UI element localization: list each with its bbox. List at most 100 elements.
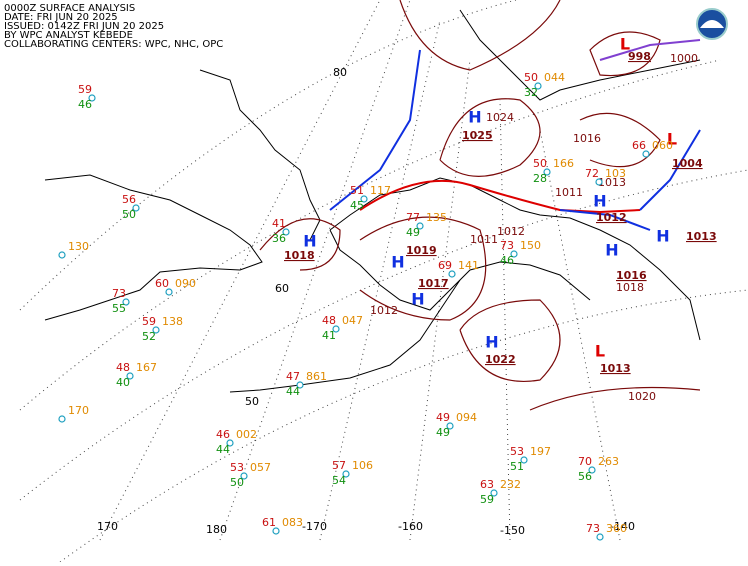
- center-pressure: 1012: [596, 211, 627, 224]
- isobar-label: 1011: [555, 186, 583, 199]
- station-dewpoint: 52: [142, 330, 156, 343]
- station-dewpoint: 49: [436, 426, 450, 439]
- longitude-label: -170: [302, 520, 327, 533]
- station-dewpoint: 59: [480, 493, 494, 506]
- station-dewpoint: 40: [116, 376, 130, 389]
- center-letter: H: [605, 241, 618, 260]
- latitude-label: 60: [275, 282, 289, 295]
- station-symbol: [296, 381, 304, 389]
- center-pressure: 1018: [284, 249, 315, 262]
- lat-lon-grid: [19, 0, 748, 563]
- station-temperature: 41: [272, 217, 286, 230]
- station-symbol: [58, 415, 66, 423]
- station-pressure: 150: [520, 239, 541, 252]
- station-temperature: 53: [230, 461, 244, 474]
- station-dewpoint: 41: [322, 329, 336, 342]
- station-dewpoint: 49: [406, 226, 420, 239]
- station-temperature: 50: [524, 71, 538, 84]
- latitude-label: 80: [333, 66, 347, 79]
- station-dewpoint: 36: [272, 232, 286, 245]
- station-pressure: 170: [68, 404, 89, 417]
- station-pressure: 130: [68, 240, 89, 253]
- station-temperature: 49: [436, 411, 450, 424]
- station-pressure: 117: [370, 184, 391, 197]
- station-dewpoint: 44: [286, 385, 300, 398]
- station-pressure: 094: [456, 411, 477, 424]
- longitude-label: -140: [610, 520, 635, 533]
- station-pressure: 141: [458, 259, 479, 272]
- header-line: ISSUED: 0142Z FRI JUN 20 2025: [4, 21, 164, 32]
- station-pressure: 090: [175, 277, 196, 290]
- station-symbol: [152, 326, 160, 334]
- station-temperature: 51: [350, 184, 364, 197]
- station-pressure: 360: [606, 522, 627, 535]
- longitude-label: -150: [500, 524, 525, 537]
- isobar-label: 1018: [616, 281, 644, 294]
- station-pressure: 103: [605, 167, 626, 180]
- station-dewpoint: 54: [332, 474, 346, 487]
- station-symbol: [596, 533, 604, 541]
- station-pressure: 232: [500, 478, 521, 491]
- longitude-label: 170: [97, 520, 118, 533]
- station-pressure: 044: [544, 71, 565, 84]
- station-temperature: 56: [122, 193, 136, 206]
- station-temperature: 72: [585, 167, 599, 180]
- station-pressure: 083: [282, 516, 303, 529]
- longitude-label: -160: [398, 520, 423, 533]
- center-pressure: 1019: [406, 244, 437, 257]
- longitude-label: 180: [206, 523, 227, 536]
- latitude-label: 50: [245, 395, 259, 408]
- station-dewpoint: 28: [533, 172, 547, 185]
- isobar-label: 1016: [573, 132, 601, 145]
- station-pressure: 197: [530, 445, 551, 458]
- station-symbol: [240, 472, 248, 480]
- station-symbol: [132, 204, 140, 212]
- station-pressure: 861: [306, 370, 327, 383]
- center-pressure: 1013: [600, 362, 631, 375]
- center-letter: H: [411, 290, 424, 309]
- station-symbol: [282, 228, 290, 236]
- center-pressure: 1016: [616, 269, 647, 282]
- station-temperature: 70: [578, 455, 592, 468]
- station-symbol: [520, 456, 528, 464]
- station-symbol: [588, 466, 596, 474]
- station-symbol: [510, 250, 518, 258]
- station-temperature: 60: [155, 277, 169, 290]
- station-temperature: 73: [586, 522, 600, 535]
- center-letter: H: [485, 333, 498, 352]
- isobars: [259, 0, 701, 411]
- header-line: DATE: FRI JUN 20 2025: [4, 12, 118, 23]
- station-dewpoint: 46: [78, 98, 92, 111]
- station-symbol: [534, 82, 542, 90]
- station-symbol: [332, 325, 340, 333]
- station-temperature: 48: [116, 361, 130, 374]
- station-temperature: 63: [480, 478, 494, 491]
- station-dewpoint: 51: [510, 460, 524, 473]
- center-pressure: 998: [628, 50, 651, 63]
- station-temperature: 69: [438, 259, 452, 272]
- station-temperature: 61: [262, 516, 276, 529]
- station-symbol: [595, 178, 603, 186]
- station-symbol: [226, 439, 234, 447]
- station-temperature: 47: [286, 370, 300, 383]
- center-letter: H: [656, 227, 669, 246]
- station-temperature: 59: [78, 83, 92, 96]
- isobar-label: 1024: [486, 111, 514, 124]
- station-pressure: 263: [598, 455, 619, 468]
- station-symbol: [342, 470, 350, 478]
- station-symbol: [416, 222, 424, 230]
- isobar-label: 1013: [598, 176, 626, 189]
- center-pressure: 1025: [462, 129, 493, 142]
- noaa-logo: [696, 8, 728, 40]
- center-letter: L: [620, 35, 630, 54]
- station-dewpoint: 50: [230, 476, 244, 489]
- header-line: BY WPC ANALYST KEBEDE: [4, 30, 133, 41]
- station-pressure: 060: [652, 139, 673, 152]
- station-dewpoint: 32: [524, 86, 538, 99]
- header-line: COLLABORATING CENTERS: WPC, NHC, OPC: [4, 39, 223, 50]
- station-temperature: 48: [322, 314, 336, 327]
- station-dewpoint: 50: [122, 208, 136, 221]
- station-pressure: 135: [426, 211, 447, 224]
- center-letter: H: [303, 232, 316, 251]
- station-dewpoint: 46: [500, 254, 514, 267]
